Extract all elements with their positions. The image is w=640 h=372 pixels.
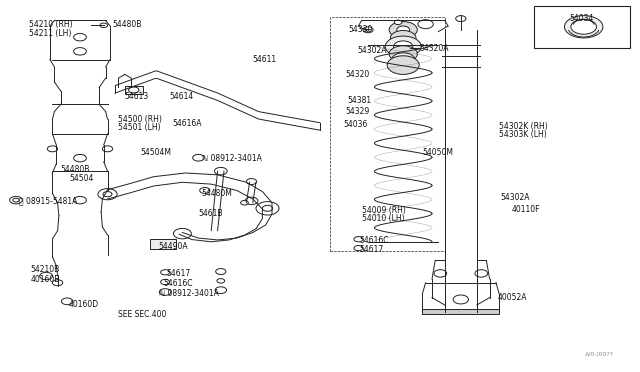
Circle shape [98, 189, 117, 200]
Text: 54617: 54617 [360, 245, 384, 254]
Text: 54330: 54330 [349, 25, 373, 34]
Text: 54329: 54329 [346, 107, 370, 116]
Circle shape [354, 246, 363, 251]
Text: 5461B: 5461B [198, 209, 223, 218]
Circle shape [193, 154, 204, 161]
Circle shape [161, 279, 170, 285]
Text: 54010 (LH): 54010 (LH) [362, 214, 404, 223]
Circle shape [102, 146, 113, 152]
Circle shape [389, 22, 417, 38]
Circle shape [475, 270, 488, 277]
Circle shape [394, 41, 413, 52]
Circle shape [74, 154, 86, 162]
Text: Ⓦ 08915-5481A: Ⓦ 08915-5481A [19, 196, 77, 205]
Circle shape [262, 205, 273, 211]
Text: 40160D: 40160D [69, 300, 99, 309]
Circle shape [161, 270, 170, 275]
Circle shape [256, 202, 279, 215]
Text: 54504M: 54504M [141, 148, 172, 157]
Circle shape [214, 167, 227, 175]
Circle shape [74, 196, 86, 204]
Circle shape [10, 196, 22, 204]
Text: 54302A: 54302A [500, 193, 530, 202]
Text: 54611: 54611 [253, 55, 277, 64]
Circle shape [129, 87, 139, 93]
Text: A/0·(00??: A/0·(00?? [585, 352, 614, 357]
Circle shape [434, 270, 447, 277]
Text: ℕ 08912-3401A: ℕ 08912-3401A [202, 154, 262, 163]
Circle shape [74, 48, 86, 55]
Bar [125, 86, 143, 94]
Circle shape [571, 19, 596, 34]
Bar [534, 6, 630, 48]
Text: 54303K (LH): 54303K (LH) [499, 130, 547, 139]
Text: 54302K (RH): 54302K (RH) [499, 122, 548, 131]
Circle shape [390, 31, 416, 45]
Text: 54210B: 54210B [31, 265, 60, 274]
Text: 54617: 54617 [166, 269, 191, 278]
Circle shape [456, 16, 466, 22]
Text: ℕ 08912-3401A: ℕ 08912-3401A [159, 289, 219, 298]
Circle shape [47, 146, 58, 152]
Circle shape [564, 16, 603, 38]
Bar [330, 17, 445, 251]
Text: 54480B: 54480B [112, 20, 141, 29]
Text: 54211 (LH): 54211 (LH) [29, 29, 71, 38]
Circle shape [52, 280, 63, 286]
Text: 54009 (RH): 54009 (RH) [362, 206, 406, 215]
Bar [422, 309, 499, 314]
Text: 54302A: 54302A [357, 46, 387, 55]
Text: 54034: 54034 [570, 14, 594, 23]
Text: 54613: 54613 [125, 92, 149, 101]
Circle shape [246, 179, 257, 185]
Circle shape [418, 20, 433, 29]
Text: 54504: 54504 [69, 174, 93, 183]
Circle shape [13, 198, 19, 202]
Text: 54501 (LH): 54501 (LH) [118, 123, 161, 132]
Circle shape [389, 46, 417, 62]
Text: 54050M: 54050M [422, 148, 453, 157]
Text: 54480B: 54480B [61, 165, 90, 174]
Circle shape [387, 56, 419, 74]
Text: 54210 (RH): 54210 (RH) [29, 20, 72, 29]
Text: 40052A: 40052A [498, 293, 527, 302]
Circle shape [363, 27, 373, 33]
Text: 54616A: 54616A [173, 119, 202, 128]
Circle shape [215, 287, 227, 294]
Text: 54490A: 54490A [159, 242, 188, 251]
Text: 54616C: 54616C [360, 236, 389, 245]
Circle shape [103, 192, 112, 197]
Text: 40160B: 40160B [31, 275, 60, 283]
Circle shape [245, 197, 258, 205]
Circle shape [241, 201, 248, 205]
Circle shape [40, 272, 52, 280]
Text: 54381: 54381 [347, 96, 371, 105]
Circle shape [392, 53, 415, 66]
Circle shape [173, 228, 191, 239]
Circle shape [397, 26, 410, 33]
Circle shape [200, 187, 210, 193]
Text: 54036: 54036 [344, 120, 368, 129]
Text: 40110F: 40110F [512, 205, 541, 214]
Circle shape [216, 269, 226, 275]
Circle shape [394, 20, 402, 25]
Text: 54320A: 54320A [419, 44, 449, 53]
Circle shape [74, 33, 86, 41]
Text: 54616C: 54616C [163, 279, 193, 288]
Circle shape [61, 298, 73, 305]
Text: 54480M: 54480M [202, 189, 232, 198]
Circle shape [100, 23, 108, 28]
Circle shape [385, 36, 421, 57]
Circle shape [354, 237, 363, 242]
Circle shape [159, 289, 171, 295]
Text: 54320: 54320 [346, 70, 370, 79]
Text: 54500 (RH): 54500 (RH) [118, 115, 163, 124]
Text: 54614: 54614 [170, 92, 194, 101]
Circle shape [453, 295, 468, 304]
Bar [150, 239, 176, 249]
Circle shape [217, 279, 225, 283]
Text: SEE SEC.400: SEE SEC.400 [118, 310, 167, 319]
